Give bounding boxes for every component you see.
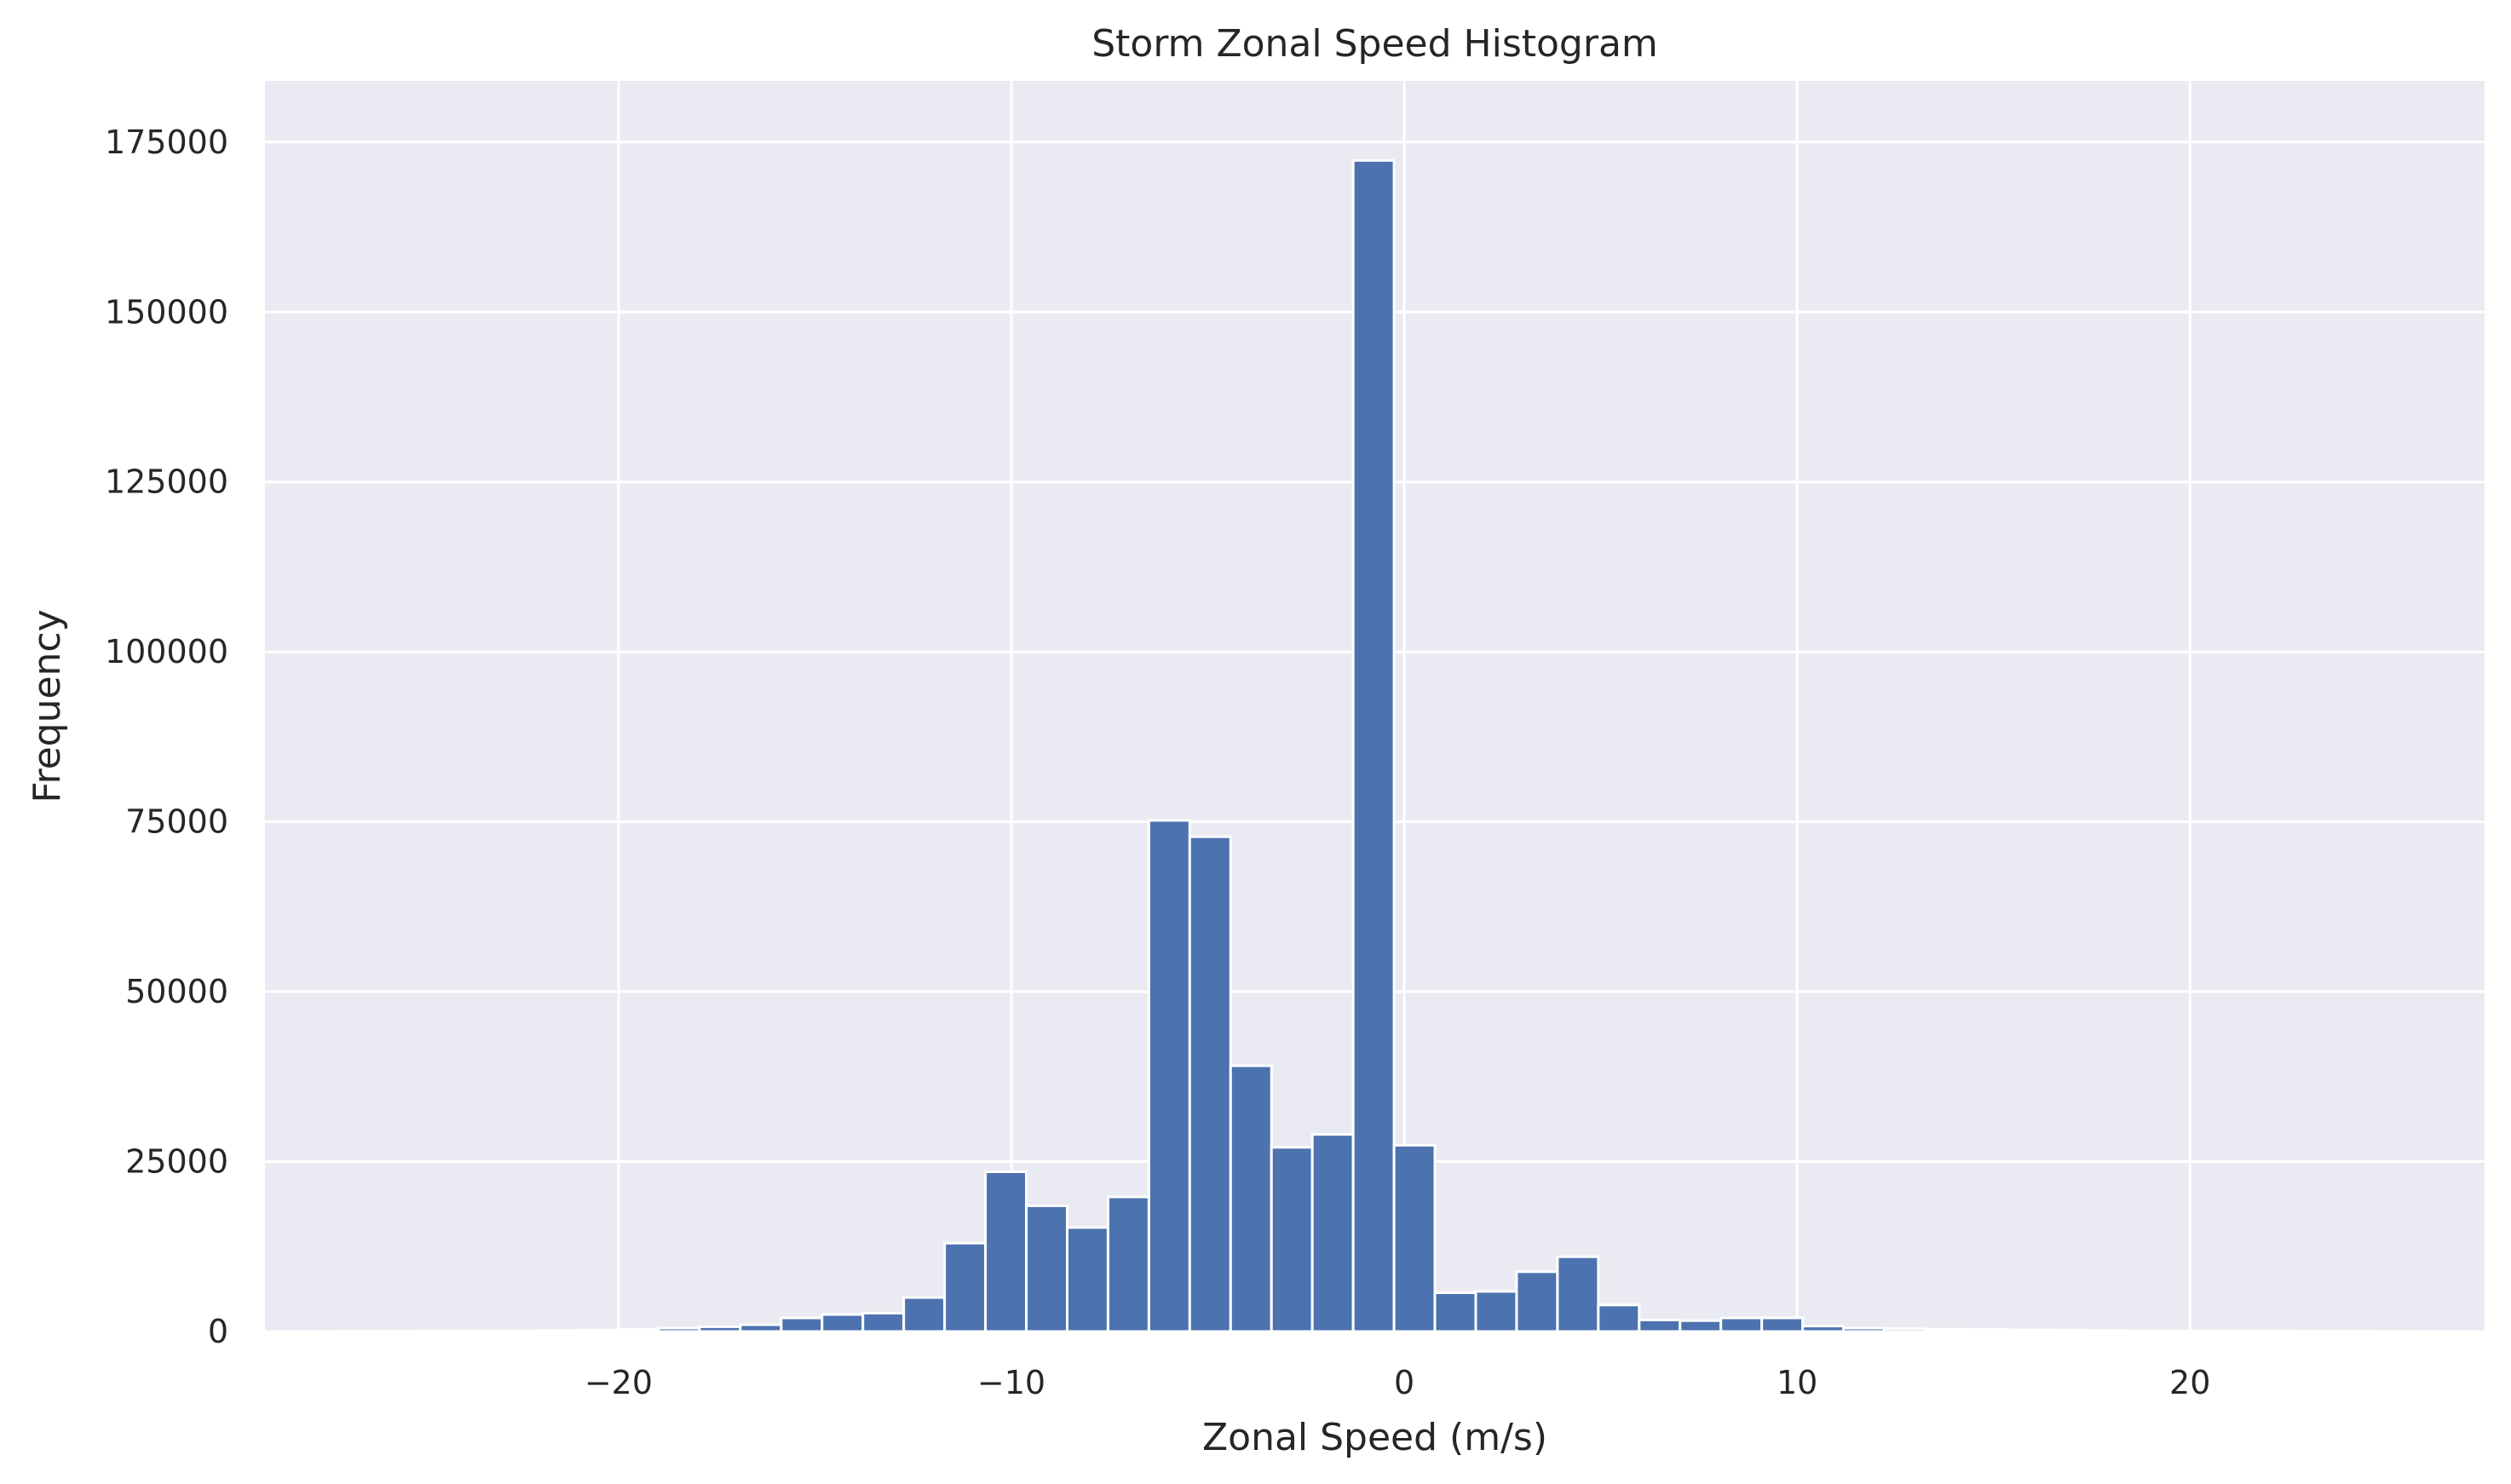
histogram-bar (1474, 1290, 1518, 1333)
histogram-bar (2128, 1329, 2172, 1333)
histogram-bar (861, 1311, 906, 1333)
histogram-bar (1147, 819, 1191, 1333)
y-tick-label: 125000 (105, 463, 228, 501)
histogram-bar (1638, 1318, 1682, 1333)
histogram-bar (739, 1323, 783, 1333)
histogram-bar (1351, 158, 1396, 1333)
histogram-bar (821, 1313, 865, 1333)
histogram-bar (1229, 1064, 1273, 1333)
histogram-bar (1106, 1195, 1150, 1333)
y-tick-label: 100000 (105, 633, 228, 670)
histogram-bar (984, 1171, 1028, 1333)
y-tick-label: 25000 (125, 1143, 228, 1181)
y-tick-label: 175000 (105, 124, 228, 161)
histogram-bar (1515, 1270, 1559, 1333)
histogram-bar (2168, 1329, 2213, 1333)
histogram-bar (1065, 1226, 1109, 1333)
y-axis-label: Frequency (26, 609, 69, 802)
x-tick-label: 20 (2169, 1364, 2210, 1401)
histogram-bar (2046, 1328, 2090, 1333)
histogram-bar (1719, 1316, 1764, 1333)
histogram-bar (902, 1296, 947, 1333)
histogram-bar (1433, 1291, 1477, 1333)
histogram-bar (1025, 1204, 1068, 1333)
y-tick-label: 75000 (125, 803, 228, 841)
tick-labels: −20 −10 0 10 20 0 25000 50000 75000 100000 125000 1… (105, 124, 2210, 1401)
histogram-bar (1923, 1327, 1967, 1333)
histogram-bar (534, 1329, 579, 1333)
y-tick-label: 0 (208, 1313, 228, 1350)
x-tick-label: −10 (977, 1364, 1045, 1401)
x-axis-label: Zonal Speed (m/s) (1202, 1416, 1547, 1459)
histogram-bar (1310, 1133, 1355, 1333)
y-tick-label: 150000 (105, 293, 228, 331)
histogram-bar (2005, 1328, 2049, 1333)
histogram-bar (1760, 1316, 1805, 1333)
histogram-bar (698, 1325, 742, 1333)
y-tick-label: 50000 (125, 973, 228, 1010)
histogram-bar (780, 1316, 824, 1333)
histogram-bar (1964, 1328, 2008, 1333)
x-tick-label: 10 (1777, 1364, 1817, 1401)
histogram-bar (1882, 1327, 1926, 1333)
histogram-bar (616, 1328, 660, 1333)
histogram-bar (943, 1241, 988, 1333)
histogram-bar (1270, 1146, 1314, 1333)
histogram-bar (1556, 1255, 1600, 1333)
histogram-bar (2087, 1329, 2131, 1333)
x-tick-label: 0 (1394, 1364, 1414, 1401)
histogram-bar (575, 1328, 619, 1333)
x-tick-label: −20 (585, 1364, 653, 1401)
chart-title: Storm Zonal Speed Histogram (1091, 22, 1658, 66)
histogram-bar (1842, 1326, 1886, 1333)
histogram-bars (330, 158, 2417, 1333)
histogram-bar (1597, 1303, 1641, 1333)
histogram-bar (1801, 1325, 1846, 1333)
histogram-bar (1679, 1319, 1723, 1333)
histogram-bar (1188, 835, 1232, 1333)
histogram-bar (657, 1326, 701, 1333)
histogram-bar (493, 1329, 538, 1333)
histogram-bar (1392, 1143, 1437, 1333)
